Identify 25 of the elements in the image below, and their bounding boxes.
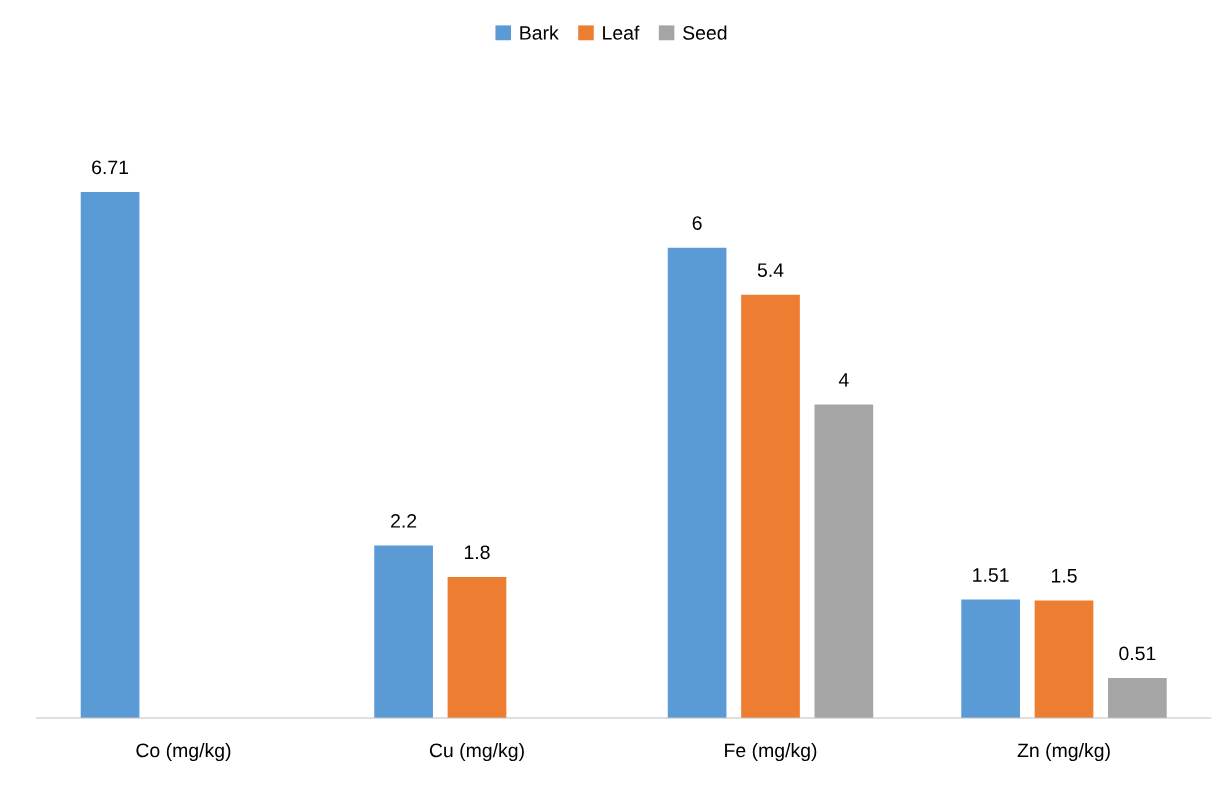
bar — [447, 576, 507, 718]
legend-label: Seed — [683, 25, 727, 40]
data-label: 6.71 — [92, 160, 129, 175]
bar — [1034, 600, 1094, 718]
x-tick-label: Fe (mg/kg) — [725, 742, 817, 762]
data-label: 2.2 — [391, 514, 417, 528]
data-label: 1.8 — [464, 545, 490, 560]
bar — [667, 247, 727, 718]
x-tick-label: Co (mg/kg) — [136, 742, 231, 762]
x-tick-label: Cu (mg/kg) — [429, 742, 524, 762]
data-label: 5.4 — [757, 263, 784, 277]
legend-label: Bark — [520, 25, 559, 40]
data-label: 1.5 — [1051, 569, 1077, 583]
bar — [374, 545, 433, 718]
bar — [814, 404, 874, 718]
data-label: 4 — [838, 373, 849, 387]
data-label: 6 — [692, 216, 702, 230]
bar — [741, 294, 800, 718]
legend-label: Leaf — [603, 25, 640, 40]
data-label: 1.51 — [973, 568, 1009, 582]
bar — [1108, 678, 1167, 718]
bar — [961, 599, 1020, 718]
x-tick-label: Zn (mg/kg) — [1017, 742, 1110, 762]
data-label: 0.51 — [1119, 646, 1156, 661]
bar — [80, 191, 140, 718]
